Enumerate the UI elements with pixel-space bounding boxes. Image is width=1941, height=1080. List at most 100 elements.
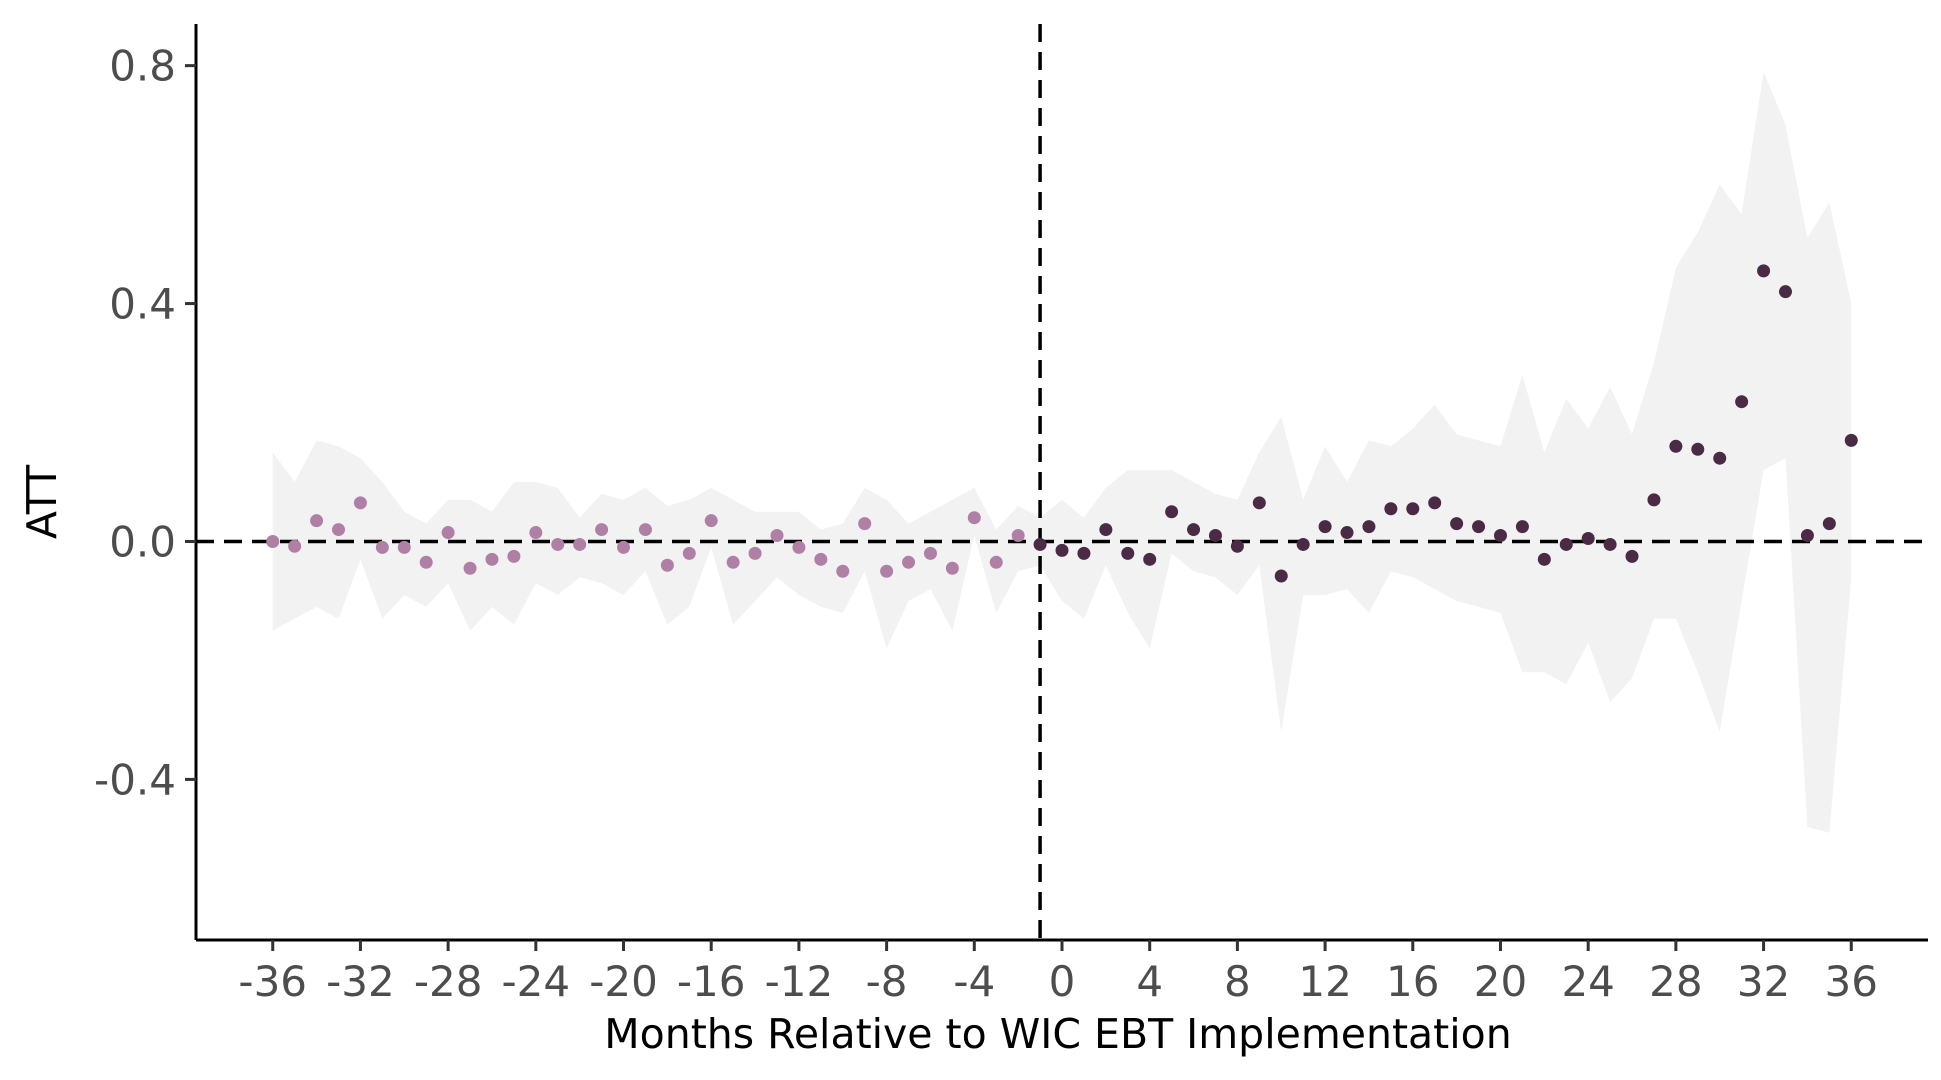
data-point — [419, 555, 433, 569]
x-axis-ticks: -36 -32 -28 -24 -20 -16 -12 -8 -4 0 4 8 12 16 20 24 28 32… — [238, 940, 1878, 1006]
data-point — [332, 523, 346, 537]
data-point — [485, 552, 499, 566]
data-point — [1296, 537, 1310, 551]
data-point — [1493, 529, 1507, 543]
x-tick-label: 20 — [1474, 957, 1527, 1006]
data-point — [880, 564, 894, 578]
data-point — [1340, 526, 1354, 540]
y-axis-ticks: -0.4 0.0 0.4 0.8 — [94, 42, 196, 804]
data-point — [1559, 537, 1573, 551]
x-tick-label: 28 — [1649, 957, 1702, 1006]
data-point — [1735, 395, 1749, 409]
data-point — [375, 540, 389, 554]
data-point — [288, 539, 302, 553]
data-point — [1033, 537, 1047, 551]
x-tick-label: 8 — [1224, 957, 1251, 1006]
x-tick-label: 24 — [1561, 957, 1614, 1006]
data-point — [1011, 529, 1025, 543]
data-point — [1691, 442, 1705, 456]
data-point — [1647, 493, 1661, 507]
data-point — [660, 558, 674, 572]
y-tick-label: 0.8 — [109, 42, 176, 91]
x-tick-label: 4 — [1136, 957, 1163, 1006]
data-point — [1208, 529, 1222, 543]
data-point — [814, 552, 828, 566]
data-point — [1318, 520, 1332, 534]
x-tick-label: -20 — [589, 957, 658, 1006]
data-point — [529, 526, 543, 540]
data-point — [507, 549, 521, 563]
data-point — [1274, 569, 1288, 583]
data-point — [1669, 439, 1683, 453]
data-point — [1778, 285, 1792, 299]
data-point — [1822, 517, 1836, 531]
data-point — [1165, 505, 1179, 519]
data-point — [945, 561, 959, 575]
data-point — [617, 540, 631, 554]
data-point — [1143, 552, 1157, 566]
data-point — [1515, 520, 1529, 534]
x-tick-label: -16 — [677, 957, 746, 1006]
data-point — [573, 537, 587, 551]
data-point — [1757, 264, 1771, 278]
y-tick-label: -0.4 — [94, 755, 176, 804]
x-tick-label: 32 — [1737, 957, 1790, 1006]
y-tick-label: 0.0 — [109, 517, 176, 566]
data-point — [266, 534, 280, 548]
data-point — [1625, 549, 1639, 563]
x-tick-label: -36 — [238, 957, 307, 1006]
data-point — [310, 514, 324, 528]
data-point — [1603, 537, 1617, 551]
x-tick-label: 16 — [1386, 957, 1439, 1006]
data-point — [792, 540, 806, 554]
data-point — [1077, 546, 1091, 560]
data-point — [923, 546, 937, 560]
data-point — [1055, 543, 1069, 557]
data-point — [595, 523, 609, 537]
data-points — [266, 264, 1858, 583]
data-point — [1252, 496, 1266, 510]
data-point — [1844, 433, 1858, 447]
data-point — [967, 511, 981, 525]
data-point — [902, 555, 916, 569]
data-point — [1428, 496, 1442, 510]
data-point — [1537, 552, 1551, 566]
x-tick-label: -12 — [765, 957, 834, 1006]
data-point — [1472, 520, 1486, 534]
data-point — [463, 561, 477, 575]
data-point — [770, 529, 784, 543]
x-tick-label: -24 — [502, 957, 571, 1006]
x-tick-label: 0 — [1049, 957, 1076, 1006]
x-tick-label: -28 — [414, 957, 483, 1006]
data-point — [353, 496, 367, 510]
data-point — [1362, 520, 1376, 534]
x-tick-label: -8 — [866, 957, 908, 1006]
data-point — [1800, 529, 1814, 543]
data-point — [1406, 502, 1420, 516]
data-point — [858, 517, 872, 531]
x-tick-label: -4 — [953, 957, 995, 1006]
data-point — [748, 546, 762, 560]
data-point — [397, 540, 411, 554]
data-point — [638, 523, 652, 537]
x-tick-label: 12 — [1298, 957, 1351, 1006]
data-point — [704, 514, 718, 528]
x-axis-title: Months Relative to WIC EBT Implementatio… — [604, 1010, 1511, 1058]
data-point — [682, 546, 696, 560]
confidence-band — [272, 71, 1852, 833]
data-point — [1581, 532, 1595, 546]
data-point — [726, 555, 740, 569]
data-point — [441, 526, 455, 540]
data-point — [1099, 523, 1113, 537]
data-point — [1230, 539, 1244, 553]
data-point — [1450, 517, 1464, 531]
data-point — [1713, 451, 1727, 465]
x-tick-label: 36 — [1825, 957, 1878, 1006]
data-point — [551, 537, 565, 551]
data-point — [1384, 502, 1398, 516]
data-point — [836, 564, 850, 578]
data-point — [1121, 546, 1135, 560]
y-tick-label: 0.4 — [109, 280, 176, 329]
x-tick-label: -32 — [326, 957, 395, 1006]
